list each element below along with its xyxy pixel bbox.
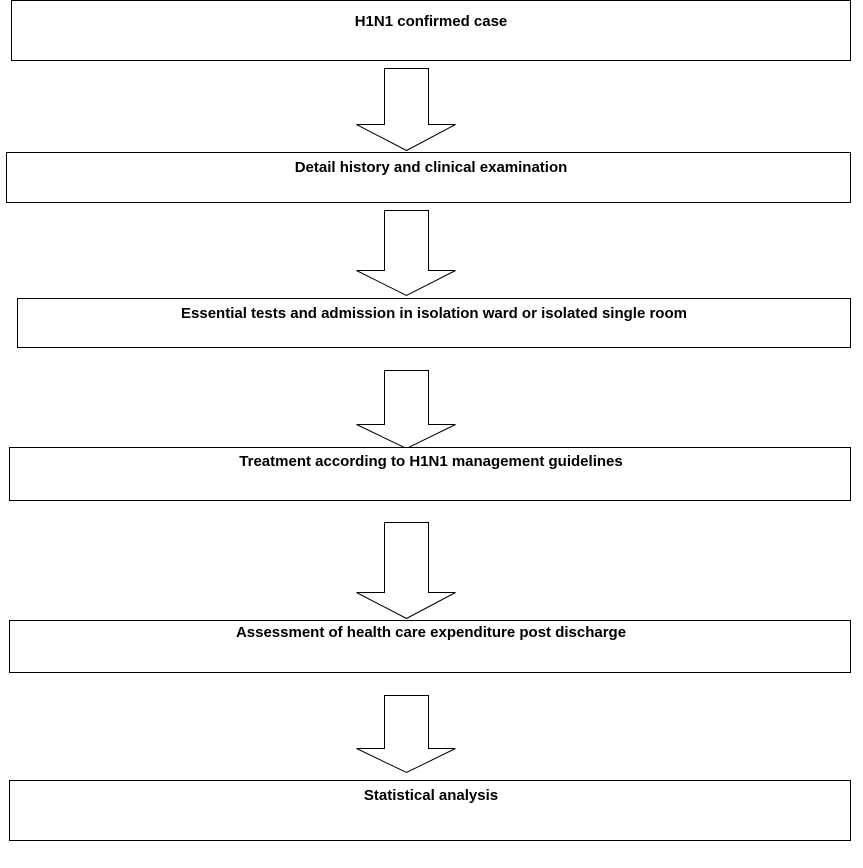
arrow bbox=[356, 370, 456, 450]
box-label: Essential tests and admission in isolati… bbox=[181, 305, 687, 322]
box bbox=[9, 620, 851, 673]
box-label: Detail history and clinical examination bbox=[295, 159, 568, 176]
arrow bbox=[356, 210, 456, 297]
box-label: H1N1 confirmed case bbox=[355, 13, 508, 30]
box-label: Statistical analysis bbox=[364, 787, 498, 804]
box-label: Treatment according to H1N1 management g… bbox=[239, 453, 622, 470]
arrow bbox=[356, 68, 456, 152]
box bbox=[17, 298, 851, 348]
box bbox=[9, 780, 851, 841]
box bbox=[11, 0, 851, 61]
arrow bbox=[356, 522, 456, 620]
box bbox=[9, 447, 851, 501]
arrow bbox=[356, 695, 456, 774]
box-label: Assessment of health care expenditure po… bbox=[236, 624, 626, 641]
box bbox=[6, 152, 851, 203]
